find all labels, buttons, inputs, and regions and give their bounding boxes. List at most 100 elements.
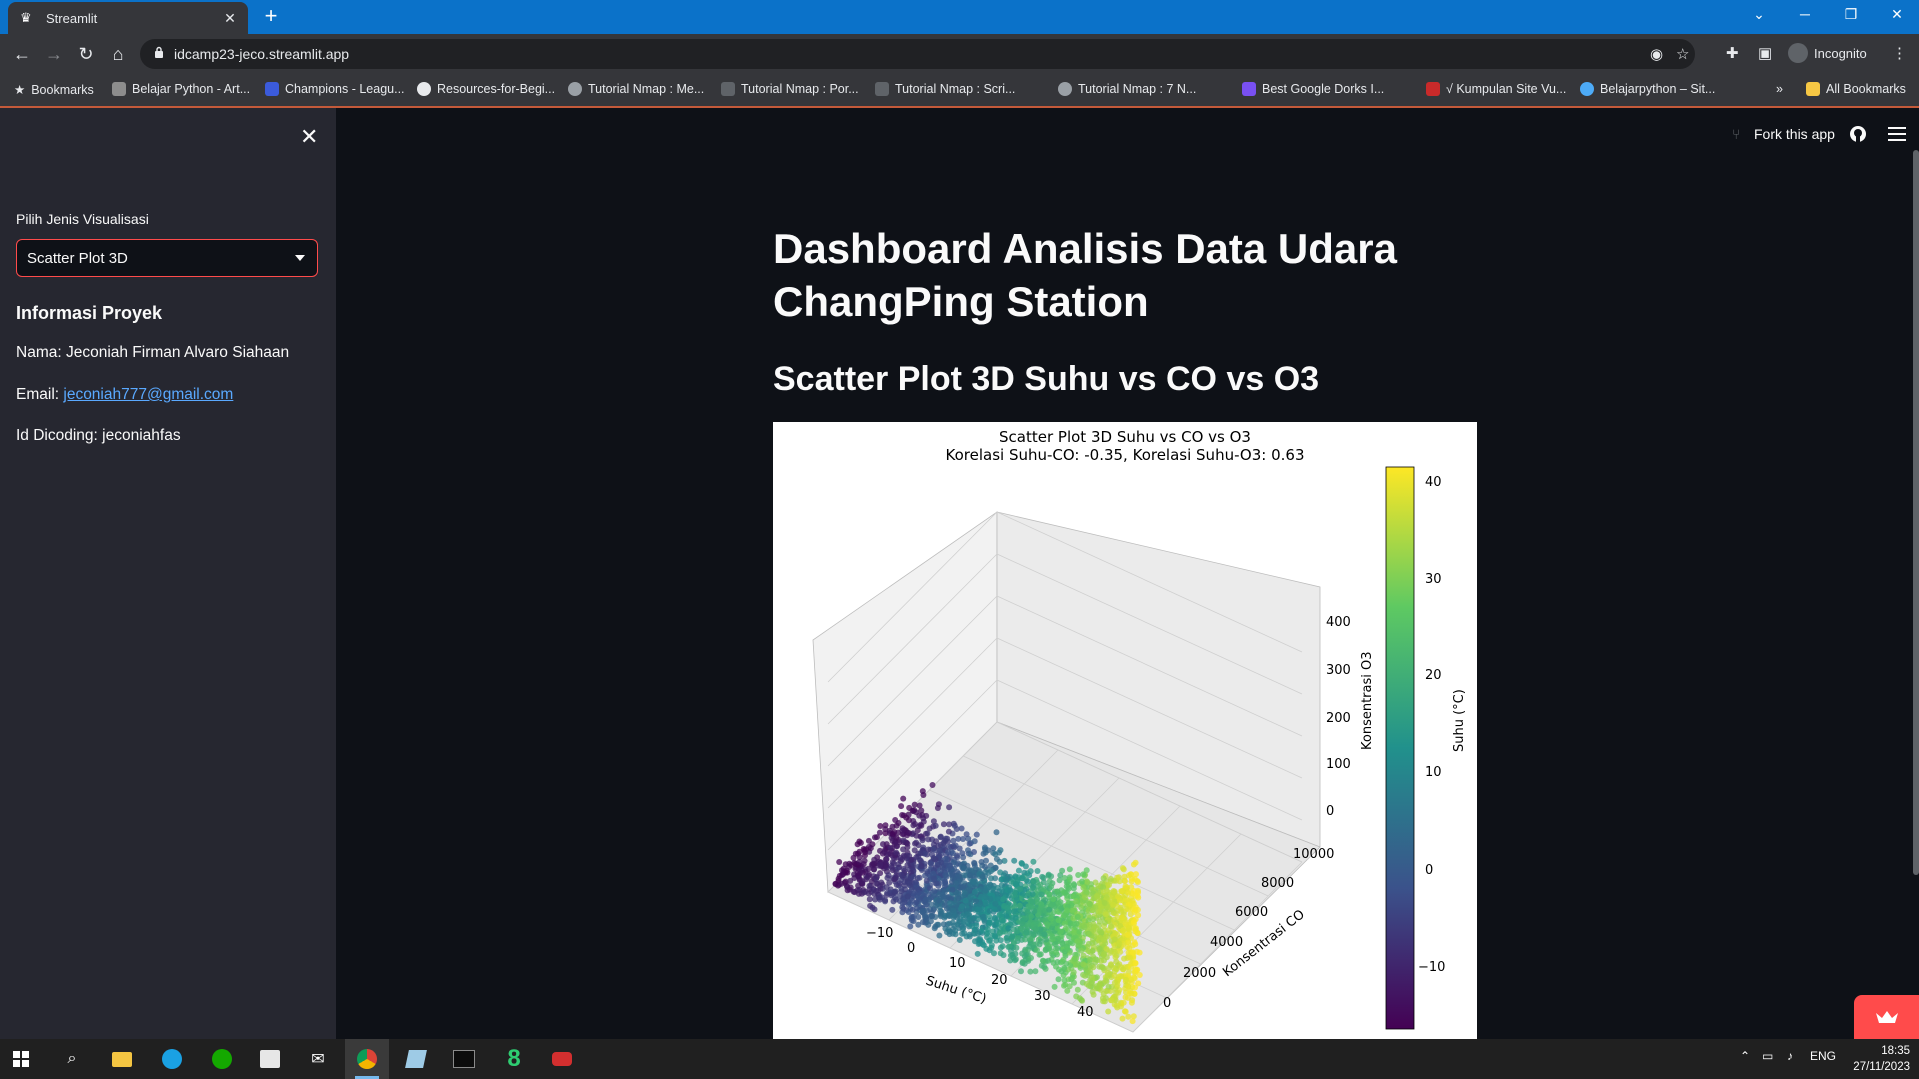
tracking-protection-icon[interactable]: ◉ <box>1650 46 1664 63</box>
visualization-select[interactable]: Scatter Plot 3D <box>16 239 318 277</box>
home-button[interactable]: ⌂ <box>112 44 124 64</box>
author-email: Email: jeconiah777@gmail.com <box>16 386 234 403</box>
side-panel-icon[interactable]: ▣ <box>1758 45 1773 62</box>
incognito-profile[interactable]: Incognito <box>1788 43 1867 63</box>
email-link[interactable]: jeconiah777@gmail.com <box>63 386 234 403</box>
z-tick: 200 <box>1326 711 1351 726</box>
scatter-point <box>952 931 959 938</box>
scatter-point <box>1029 891 1036 898</box>
scatter-point <box>891 876 898 883</box>
browser-menu-icon[interactable]: ⋮ <box>1892 45 1907 62</box>
scatter-point <box>1085 948 1092 955</box>
store-icon[interactable] <box>258 1047 282 1071</box>
bookmark-item[interactable]: Belajar Python - Art... <box>112 82 250 96</box>
page-scrollbar[interactable] <box>1913 150 1919 875</box>
bookmark-item[interactable]: Best Google Dorks I... <box>1242 82 1384 96</box>
upwork-icon[interactable] <box>210 1047 234 1071</box>
tray-overflow-icon[interactable]: ⌃ <box>1740 1049 1751 1063</box>
scatter-point <box>1120 999 1127 1006</box>
scatter-point <box>1132 960 1139 967</box>
bookmark-star-icon[interactable]: ☆ <box>1676 46 1690 63</box>
chrome-icon[interactable] <box>355 1047 379 1071</box>
tab-search-icon[interactable]: ⌄ <box>1753 6 1765 22</box>
scatter-point <box>1023 915 1030 922</box>
volume-icon[interactable]: ♪ <box>1787 1049 1793 1063</box>
scatter-point <box>1021 869 1028 876</box>
scatter-point <box>873 880 880 887</box>
scatter-point <box>920 844 927 851</box>
x-tick: 20 <box>991 973 1008 988</box>
scatter-point <box>1102 977 1109 984</box>
reload-button[interactable]: ↻ <box>78 44 94 64</box>
bookmark-item[interactable]: Champions - Leagu... <box>265 82 405 96</box>
scatter-point <box>930 906 937 913</box>
minimize-button[interactable]: ─ <box>1800 6 1810 22</box>
language-indicator[interactable]: ENG <box>1810 1049 1837 1063</box>
bookmark-item[interactable]: Tutorial Nmap : 7 N... <box>1058 82 1196 96</box>
scatter-point <box>1108 997 1115 1004</box>
notes-icon[interactable] <box>404 1047 428 1071</box>
scatter-point <box>1112 997 1119 1004</box>
scatter-point <box>938 908 945 915</box>
terminal-icon[interactable] <box>452 1047 476 1071</box>
windows-taskbar: ⌕ ✉ 8 ⌃ ▭ ♪ ENG 18:35 27/11/2023 <box>0 1039 1919 1079</box>
scatter-point <box>982 893 989 900</box>
bookmark-item[interactable]: Tutorial Nmap : Me... <box>568 82 704 96</box>
more-bookmarks-button[interactable]: » <box>1776 82 1783 96</box>
extensions-icon[interactable]: ✚ <box>1726 45 1739 62</box>
mail-icon[interactable]: ✉ <box>311 1051 325 1068</box>
network-icon[interactable]: ▭ <box>1762 1049 1774 1063</box>
new-tab-button[interactable]: + <box>264 3 278 28</box>
hamburger-menu-icon[interactable] <box>1888 127 1906 141</box>
scatter-point <box>935 875 942 882</box>
scatter-point <box>1025 920 1032 927</box>
scatter-point <box>978 859 985 865</box>
scatter-point <box>1045 871 1052 878</box>
scatter-point <box>871 906 878 913</box>
restore-button[interactable]: ❐ <box>1844 6 1858 22</box>
page-title: Dashboard Analisis Data Udara ChangPing … <box>773 225 1397 325</box>
bookmark-item[interactable]: ★ Bookmarks <box>14 82 94 98</box>
file-explorer-icon[interactable] <box>110 1047 134 1071</box>
scatter-point <box>1114 1004 1121 1011</box>
system-clock[interactable]: 18:35 27/11/2023 <box>1850 1043 1910 1075</box>
colorbar-tick: 20 <box>1425 668 1442 683</box>
scatter-point <box>1075 942 1082 949</box>
scatter-point <box>1133 871 1139 878</box>
close-window-button[interactable]: ✕ <box>1891 6 1903 22</box>
bookmark-item[interactable]: Tutorial Nmap : Por... <box>721 82 859 96</box>
tab-close-icon[interactable]: ✕ <box>224 9 236 26</box>
scatter-point <box>1033 920 1039 927</box>
scatter-point <box>1070 969 1077 976</box>
bookmark-item[interactable]: √ Kumpulan Site Vu... <box>1426 82 1566 96</box>
scatter-point <box>892 817 899 823</box>
all-bookmarks-button[interactable]: All Bookmarks <box>1806 82 1906 96</box>
scatter-point <box>1040 874 1047 881</box>
scatter-point <box>1084 879 1091 886</box>
clock-time: 18:35 <box>1881 1045 1910 1057</box>
forward-button[interactable]: → <box>45 44 63 64</box>
github-icon[interactable] <box>1849 125 1867 143</box>
streamlit-manage-app-button[interactable] <box>1854 995 1919 1039</box>
search-icon[interactable]: ⌕ <box>67 1050 77 1067</box>
app-8-icon[interactable]: 8 <box>507 1045 521 1072</box>
scatter-point <box>1019 959 1026 965</box>
scatter-point <box>1094 893 1101 900</box>
scatter-point <box>912 840 918 847</box>
antivirus-icon[interactable] <box>550 1047 574 1071</box>
bookmark-item[interactable]: Tutorial Nmap : Scri... <box>875 82 1015 96</box>
scatter-point <box>915 914 922 920</box>
fork-app-button[interactable]: Fork this app <box>1754 126 1835 142</box>
bookmark-item[interactable]: Resources-for-Begi... <box>417 82 555 96</box>
back-button[interactable]: ← <box>13 44 31 64</box>
scatter-point <box>1046 906 1053 913</box>
colorbar-tick: −10 <box>1418 960 1445 975</box>
bookmark-item[interactable]: Belajarpython – Sit... <box>1580 82 1715 96</box>
edge-icon[interactable] <box>160 1047 184 1071</box>
windows-start-icon[interactable] <box>13 1051 29 1067</box>
browser-tab[interactable]: ♛ Streamlit ✕ <box>8 2 248 34</box>
streamlit-favicon-icon: ♛ <box>20 10 32 25</box>
close-sidebar-icon[interactable]: ✕ <box>300 124 319 149</box>
scatter-point <box>1046 891 1053 898</box>
address-bar[interactable]: idcamp23-jeco.streamlit.app ◉ ☆ <box>140 39 1695 69</box>
